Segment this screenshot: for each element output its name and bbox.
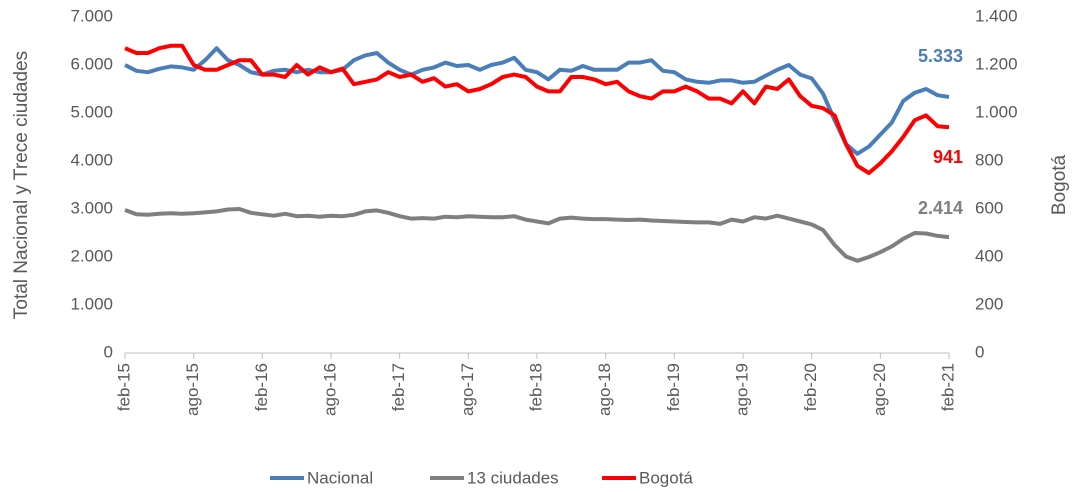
y-tick-label: 4.000 — [70, 150, 113, 169]
legend-label: Bogotá — [639, 468, 693, 487]
x-tick-label: feb-20 — [801, 363, 820, 411]
legend-label: Nacional — [307, 468, 373, 487]
y2-tick-label: 0 — [975, 342, 984, 361]
x-tick-label: feb-19 — [664, 363, 683, 411]
x-tick-label: ago-20 — [870, 363, 889, 416]
y-tick-label: 7.000 — [70, 6, 113, 25]
series-line — [124, 46, 950, 156]
series-line — [124, 207, 950, 263]
y-tick-label: 0 — [104, 342, 113, 361]
x-tick-label: ago-17 — [458, 363, 477, 416]
x-tick-label: ago-16 — [320, 363, 339, 416]
legend-label: 13 ciudades — [467, 468, 559, 487]
x-tick-label: feb-17 — [389, 363, 408, 411]
y2-tick-label: 600 — [975, 198, 1003, 217]
x-tick-label: feb-16 — [252, 363, 271, 411]
y-tick-label: 5.000 — [70, 102, 113, 121]
y2-tick-label: 400 — [975, 246, 1003, 265]
y2-axis-label: Bogotá — [1049, 154, 1070, 215]
y-axis-label: Total Nacional y Trece ciudades — [11, 51, 32, 319]
y2-tick-label: 200 — [975, 294, 1003, 313]
end-label: 5.333 — [918, 46, 963, 66]
x-tick-label: ago-15 — [183, 363, 202, 416]
x-tick-label: ago-19 — [732, 363, 751, 416]
x-tick-label: feb-21 — [938, 363, 957, 411]
y2-tick-label: 1.400 — [975, 6, 1018, 25]
x-tick-label: feb-18 — [526, 363, 545, 411]
x-tick-label: feb-15 — [114, 363, 133, 411]
y-tick-label: 6.000 — [70, 54, 113, 73]
y2-tick-label: 800 — [975, 150, 1003, 169]
x-tick-label: ago-18 — [595, 363, 614, 416]
y2-tick-label: 1.000 — [975, 102, 1018, 121]
y2-tick-label: 1.200 — [975, 54, 1018, 73]
series-line — [124, 43, 950, 175]
y-tick-label: 3.000 — [70, 198, 113, 217]
end-label: 2.414 — [918, 198, 963, 218]
y-tick-label: 1.000 — [70, 294, 113, 313]
end-label: 941 — [933, 147, 963, 167]
y-tick-label: 2.000 — [70, 246, 113, 265]
